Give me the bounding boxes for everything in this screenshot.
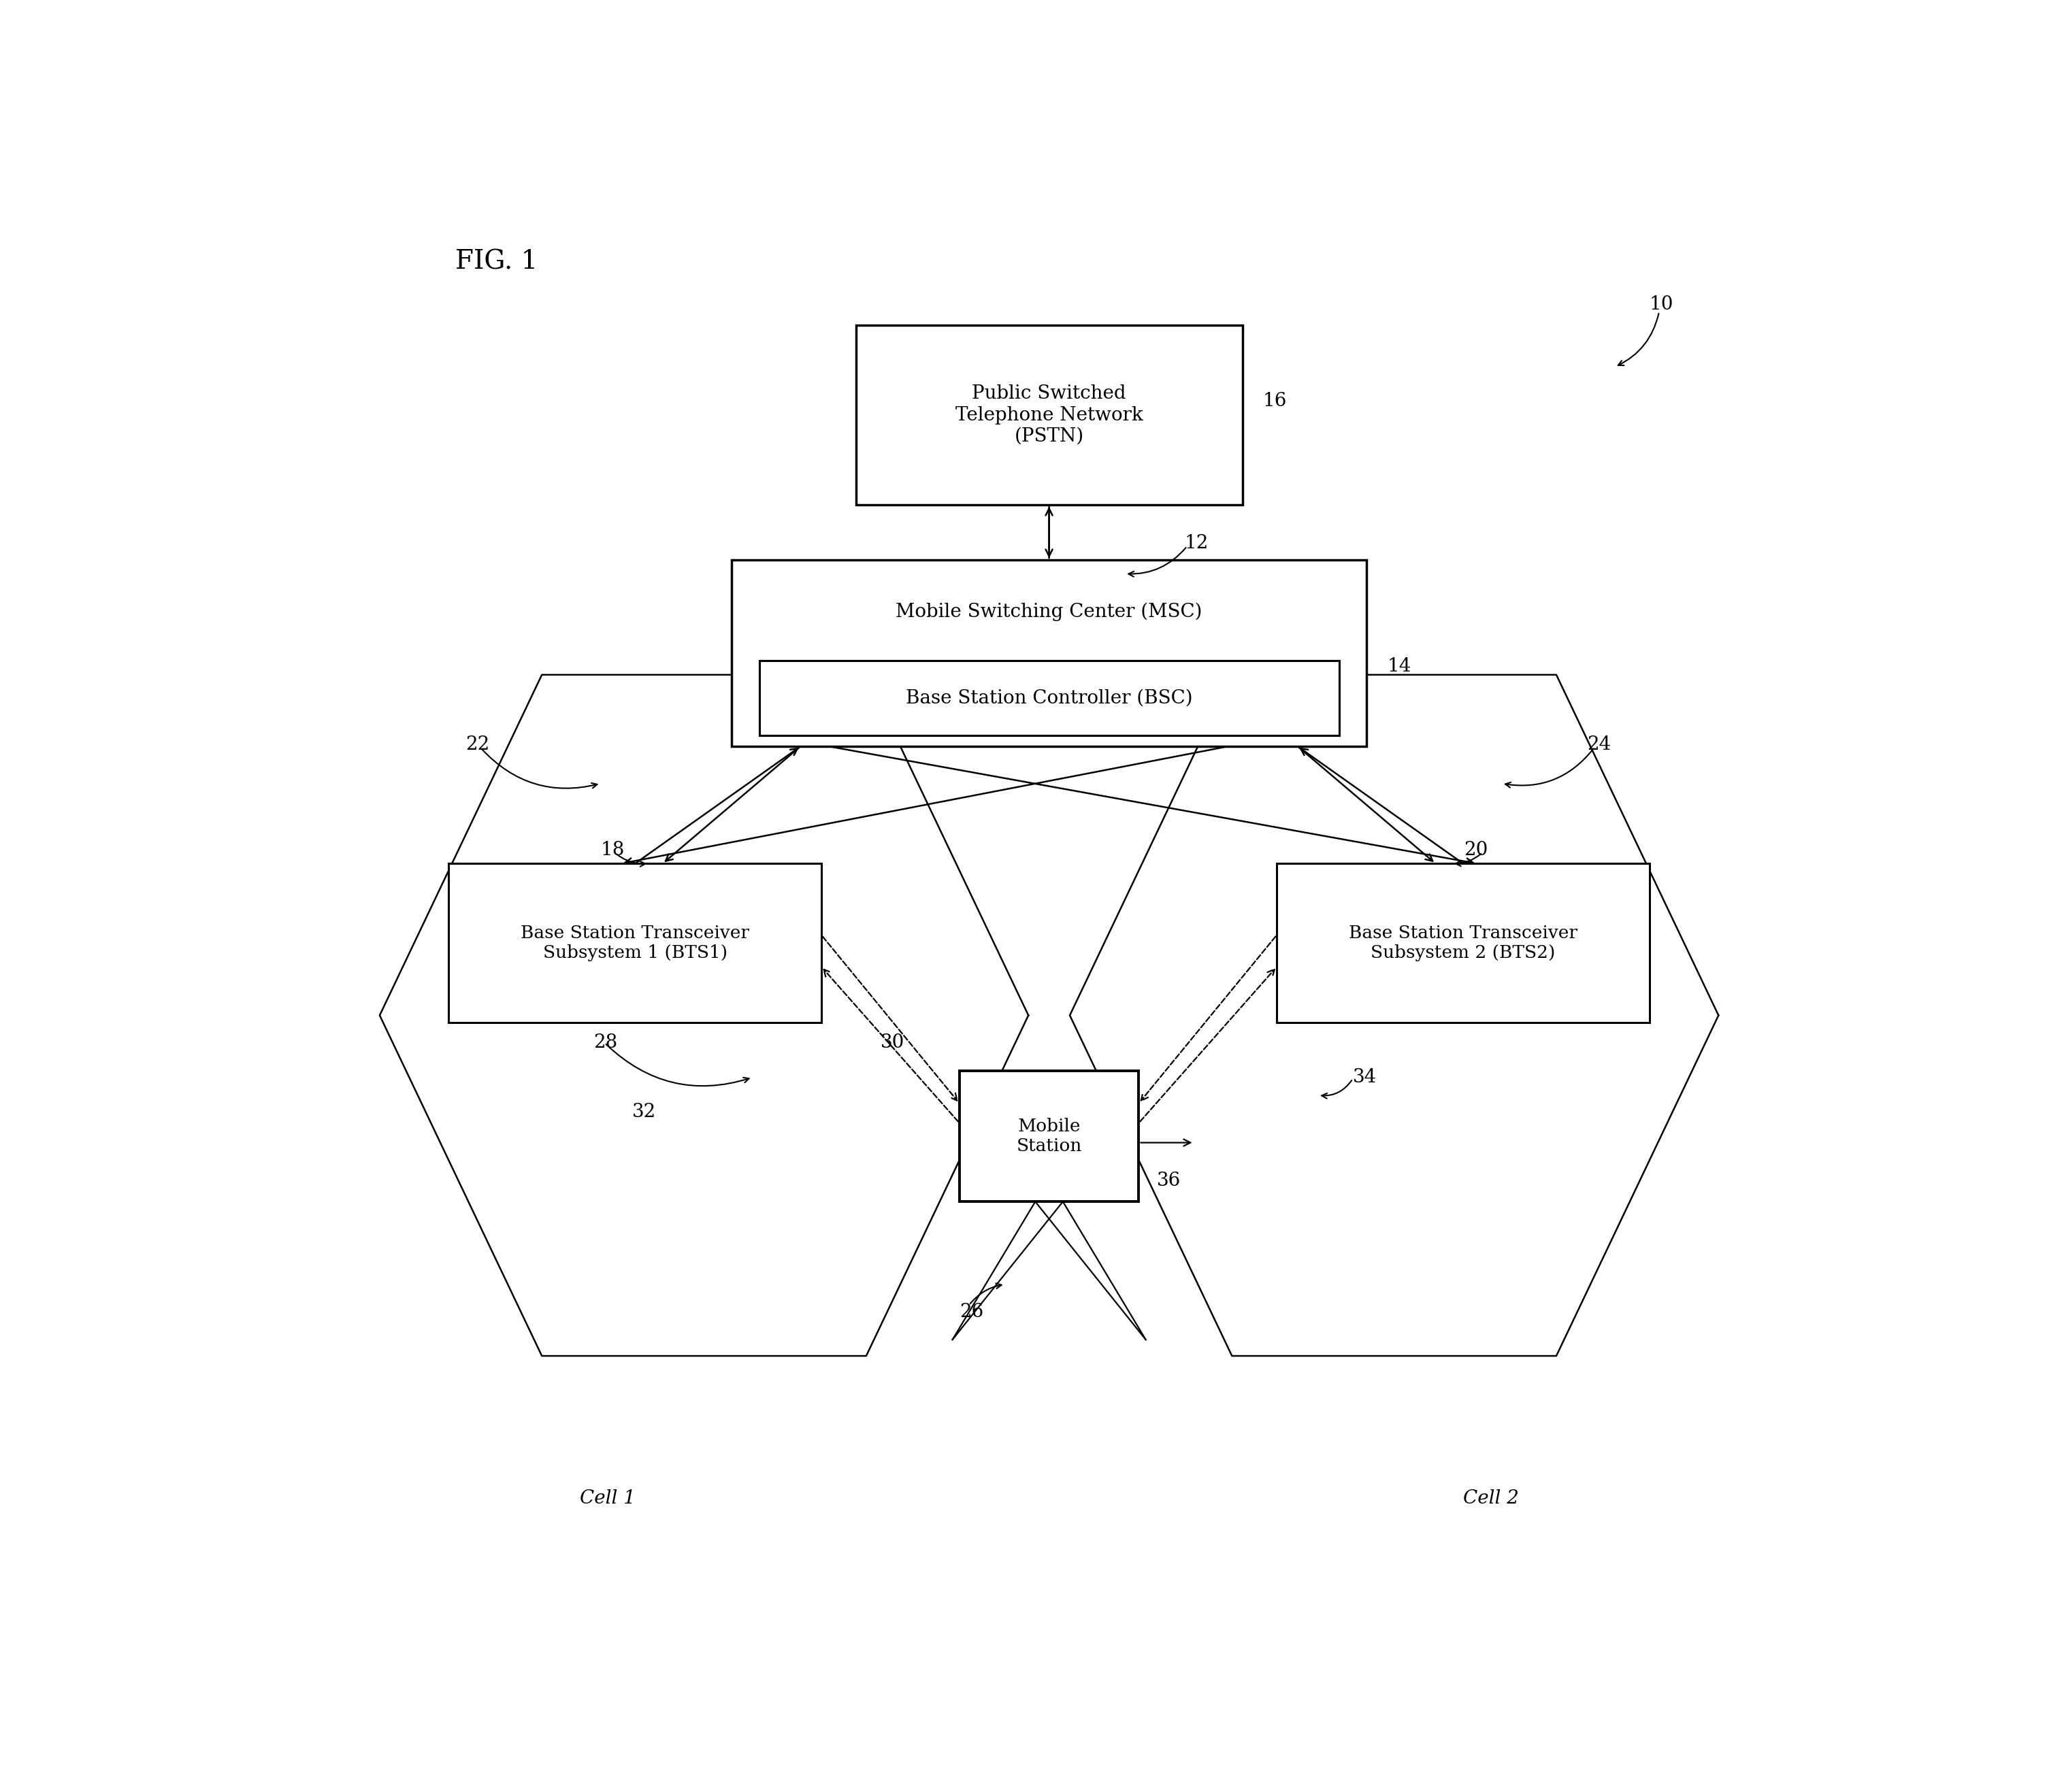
Text: 24: 24 xyxy=(1586,737,1611,754)
Text: 36: 36 xyxy=(1157,1172,1181,1190)
FancyBboxPatch shape xyxy=(759,661,1339,735)
Text: 10: 10 xyxy=(1650,296,1674,314)
Text: Cell 2: Cell 2 xyxy=(1464,1489,1519,1507)
Text: 20: 20 xyxy=(1464,840,1488,858)
Text: 28: 28 xyxy=(594,1034,618,1052)
Text: 22: 22 xyxy=(465,737,489,754)
FancyBboxPatch shape xyxy=(1277,864,1650,1021)
Text: Mobile Switching Center (MSC): Mobile Switching Center (MSC) xyxy=(897,602,1202,622)
Text: Base Station Transceiver
Subsystem 1 (BTS1): Base Station Transceiver Subsystem 1 (BT… xyxy=(520,925,749,961)
Text: Cell 1: Cell 1 xyxy=(579,1489,635,1507)
Text: 16: 16 xyxy=(1263,392,1288,410)
Text: 14: 14 xyxy=(1388,658,1410,676)
Text: Base Station Controller (BSC): Base Station Controller (BSC) xyxy=(905,688,1193,708)
Text: 26: 26 xyxy=(960,1303,983,1321)
FancyBboxPatch shape xyxy=(856,326,1243,505)
FancyBboxPatch shape xyxy=(960,1070,1138,1202)
Text: 18: 18 xyxy=(600,840,624,858)
Text: 34: 34 xyxy=(1353,1068,1378,1086)
Text: FIG. 1: FIG. 1 xyxy=(456,249,538,274)
FancyBboxPatch shape xyxy=(731,559,1367,745)
Text: Mobile
Station: Mobile Station xyxy=(1015,1118,1083,1154)
Text: 30: 30 xyxy=(880,1034,905,1052)
Text: Public Switched
Telephone Network
(PSTN): Public Switched Telephone Network (PSTN) xyxy=(956,385,1142,446)
Text: 12: 12 xyxy=(1185,534,1208,552)
FancyBboxPatch shape xyxy=(448,864,821,1021)
Text: Base Station Transceiver
Subsystem 2 (BTS2): Base Station Transceiver Subsystem 2 (BT… xyxy=(1349,925,1578,961)
Text: 32: 32 xyxy=(633,1102,657,1122)
